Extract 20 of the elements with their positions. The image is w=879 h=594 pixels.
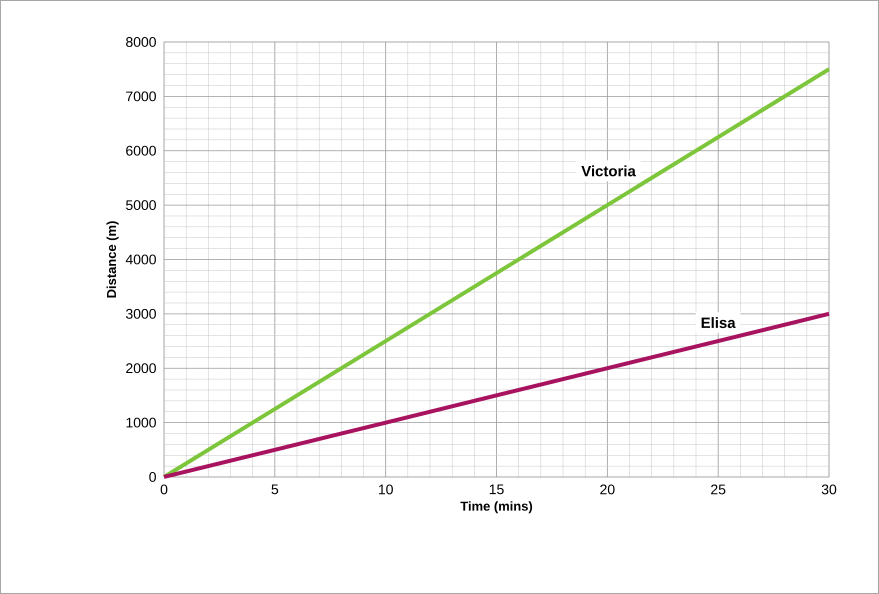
x-tick-label: 10 xyxy=(378,484,393,494)
x-tick-label: 20 xyxy=(600,484,615,494)
y-tick-label: 8000 xyxy=(126,37,156,47)
x-tick-label: 25 xyxy=(711,484,726,494)
y-tick-label: 0 xyxy=(149,472,156,482)
x-tick-label: 30 xyxy=(822,484,836,494)
series-label: Elisa xyxy=(702,317,736,328)
y-axis-title: Distance (m) xyxy=(106,221,119,298)
x-tick-label: 15 xyxy=(490,484,504,494)
y-tick-label: 4000 xyxy=(126,254,156,264)
y-tick-label: 5000 xyxy=(126,200,156,210)
y-tick-label: 6000 xyxy=(126,146,156,156)
x-tick-label: 5 xyxy=(272,484,278,494)
x-tick-label: 0 xyxy=(160,484,168,494)
series-label: Victoria xyxy=(581,165,636,176)
y-tick-label: 2000 xyxy=(126,363,156,374)
y-tick-label: 1000 xyxy=(126,418,156,428)
y-tick-label: 7000 xyxy=(126,91,156,102)
x-axis-title: Time (mins) xyxy=(460,501,532,514)
y-tick-label: 3000 xyxy=(126,308,156,319)
